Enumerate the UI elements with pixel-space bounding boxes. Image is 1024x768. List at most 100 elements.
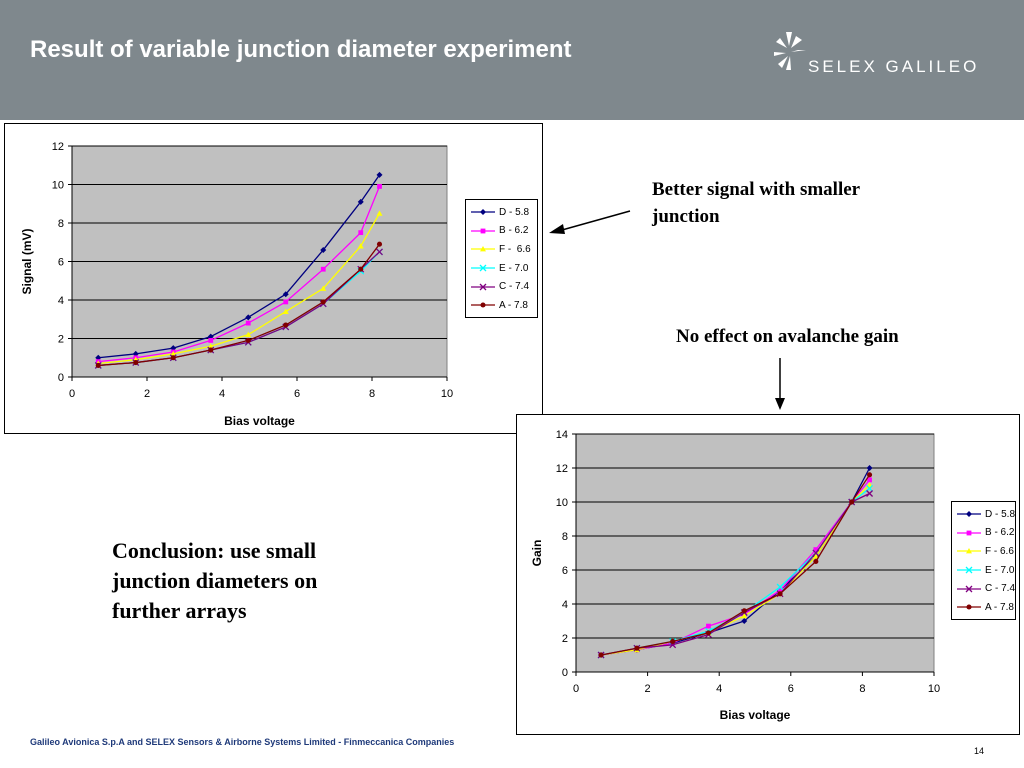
data-point: [777, 588, 783, 593]
slide-title: Result of variable junction diameter exp…: [30, 36, 572, 63]
no-effect-note: No effect on avalanche gain: [676, 326, 899, 347]
logo-wordmark: SELEX GALILEO: [808, 57, 980, 76]
page-number: 14: [974, 746, 985, 756]
chart-legend: D - 5.8 B - 6.2 F - 6.6 E - 7.0 C - 7.4 A - 7…: [951, 501, 1016, 620]
x-axis-label: Bias voltage: [720, 708, 791, 722]
conclusion-text: Conclusion: use small junction diameters…: [112, 538, 318, 623]
data-point: [777, 591, 783, 597]
legend-item: B - 6.2: [470, 222, 533, 241]
legend-item: D - 5.8: [470, 203, 533, 222]
x-tick-label: 8: [859, 683, 865, 695]
y-axis-label: Gain: [530, 540, 544, 567]
legend-swatch: [471, 302, 495, 308]
data-point: [320, 285, 327, 291]
legend-label: F - 6.6: [985, 545, 1014, 557]
legend-item: C - 7.4: [470, 277, 533, 296]
x-tick-label: 8: [369, 388, 375, 400]
data-point: [741, 618, 748, 624]
x-tick-label: 2: [144, 388, 150, 400]
y-tick-label: 10: [556, 497, 568, 509]
legend-label: C - 7.4: [985, 583, 1016, 595]
data-point: [867, 472, 873, 478]
chart-legend: D - 5.8 B - 6.2 F - 6.6 E - 7.0 C - 7.4 A - 7…: [465, 199, 538, 318]
legend-marker: [966, 530, 972, 536]
x-tick-label: 4: [716, 683, 722, 695]
legend-swatch: [957, 585, 981, 593]
data-point: [866, 465, 873, 471]
y-tick-label: 6: [562, 565, 568, 577]
x-axis-label: Bias voltage: [224, 414, 295, 428]
legend-swatch: [957, 604, 981, 610]
y-tick-label: 2: [562, 633, 568, 645]
y-tick-label: 0: [58, 372, 64, 384]
y-tick-label: 4: [58, 295, 64, 307]
data-point: [282, 291, 289, 298]
data-point: [866, 490, 874, 497]
arrow-to-signal-chart: [549, 210, 631, 234]
legend-marker: [966, 511, 972, 518]
legend-swatch: [471, 283, 495, 291]
y-tick-label: 14: [556, 429, 568, 441]
data-point: [320, 246, 327, 253]
legend-label: D - 5.8: [985, 508, 1016, 520]
legend-label: F - 6.6: [499, 243, 531, 255]
data-point: [358, 266, 364, 272]
plot-area: [575, 433, 935, 673]
legend-marker: [480, 302, 486, 308]
data-point: [357, 198, 364, 205]
data-point: [95, 362, 101, 368]
data-point: [741, 612, 748, 619]
data-point: [208, 347, 214, 353]
legend-swatch: [957, 566, 981, 574]
y-tick-label: 6: [58, 257, 64, 269]
data-point: [357, 243, 364, 249]
legend-marker: [479, 283, 487, 291]
legend-label: B - 6.2: [985, 527, 1015, 539]
selex-galileo-logo: SELEX GALILEO: [770, 28, 1020, 80]
header-bar: Result of variable junction diameter exp…: [0, 0, 1024, 120]
data-point: [245, 331, 252, 338]
legend-label: D - 5.8: [499, 206, 530, 218]
data-point: [706, 623, 711, 629]
data-point: [813, 547, 819, 552]
x-tick-label: 2: [645, 683, 651, 695]
data-point: [245, 337, 251, 343]
data-point: [813, 558, 819, 565]
legend-item: A - 7.8: [470, 296, 533, 315]
data-point: [776, 583, 784, 591]
data-point: [207, 333, 214, 340]
y-axis-label: Signal (mV): [20, 228, 34, 294]
footer-text: Galileo Avionica S.p.A and SELEX Sensors…: [30, 737, 455, 747]
x-tick-label: 0: [573, 683, 579, 695]
legend-item: B - 6.2: [956, 524, 1015, 543]
signal-chart: 0 2 4 6 8 10 12 0 2 4 6 8 10 Bias voltage Signal (mV) D…: [4, 123, 543, 434]
legend-swatch: [471, 246, 495, 252]
data-point: [377, 184, 382, 189]
data-point: [358, 230, 364, 236]
data-point: [245, 314, 252, 321]
legend-marker: [965, 566, 973, 574]
legend-swatch: [957, 511, 981, 518]
legend-item: E - 7.0: [470, 259, 533, 278]
legend-label: E - 7.0: [499, 262, 529, 274]
series-a-7-8: [598, 472, 873, 658]
legend-marker: [480, 246, 486, 252]
x-tick-label: 6: [788, 683, 794, 695]
y-tick-label: 12: [556, 463, 568, 475]
y-tick-label: 8: [58, 218, 64, 230]
legend-swatch: [471, 209, 495, 216]
y-tick-label: 0: [562, 667, 568, 679]
legend-label: B - 6.2: [499, 225, 529, 237]
legend-item: F - 6.6: [956, 542, 1014, 561]
better-signal-note: Better signal with smaller junction: [652, 179, 860, 227]
data-point: [849, 499, 855, 505]
legend-item: F - 6.6: [470, 240, 533, 259]
y-tick-label: 4: [562, 599, 568, 611]
data-point: [283, 322, 289, 328]
y-tick-label: 8: [562, 531, 568, 543]
data-point: [867, 477, 872, 483]
data-point: [376, 241, 383, 247]
data-point: [812, 549, 820, 557]
data-point: [866, 484, 874, 492]
data-point: [283, 299, 289, 305]
